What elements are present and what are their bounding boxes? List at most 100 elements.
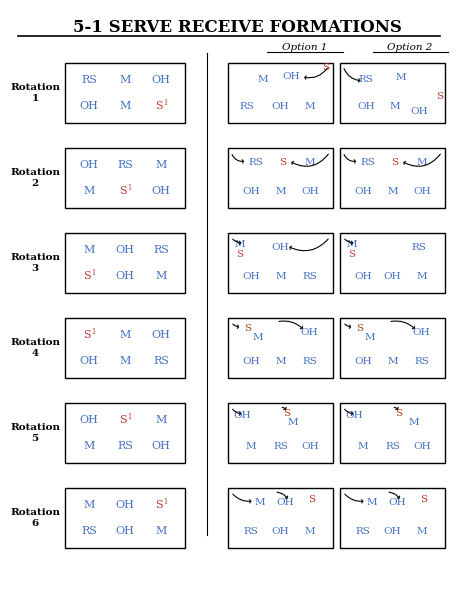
Text: OH: OH [152, 441, 171, 451]
Text: M: M [155, 415, 167, 425]
Text: OH: OH [116, 500, 135, 510]
Bar [340, 63, 445, 123]
Text: 1: 1 [91, 328, 95, 336]
Text: OH: OH [383, 272, 401, 281]
Text: RS: RS [273, 442, 288, 451]
Text: S: S [279, 158, 286, 167]
Text: M: M [417, 527, 427, 536]
Text: S: S [283, 409, 291, 418]
Text: S: S [309, 495, 316, 504]
Text: S: S [119, 186, 127, 196]
Text: 1: 1 [163, 99, 167, 107]
Text: OH: OH [300, 329, 318, 337]
Text: RS: RS [385, 442, 400, 451]
Text: M: M [305, 102, 315, 111]
Bar [228, 63, 333, 123]
Text: M: M [366, 498, 377, 508]
Text: OH: OH [272, 243, 289, 253]
Text: RS: RS [249, 158, 264, 167]
Text: OH: OH [116, 245, 135, 255]
Text: OH: OH [276, 498, 293, 508]
Text: RS: RS [153, 245, 169, 255]
Bar [65, 488, 185, 548]
Bar [340, 318, 445, 378]
Text: M: M [305, 158, 315, 167]
Text: OH: OH [388, 498, 406, 508]
Text: M: M [155, 271, 167, 281]
Text: M: M [119, 330, 131, 340]
Bar [65, 148, 185, 208]
Text: M: M [275, 357, 286, 366]
Text: Rotation
3: Rotation 3 [10, 253, 60, 273]
Text: OH: OH [345, 411, 363, 421]
Text: M: M [83, 441, 95, 451]
Bar [340, 488, 445, 548]
Text: OH: OH [354, 187, 372, 196]
Text: RS: RS [117, 441, 133, 451]
Text: M: M [119, 356, 131, 366]
Text: OH: OH [80, 160, 99, 170]
Text: M: M [119, 75, 131, 85]
Text: OH: OH [301, 187, 319, 196]
Text: M: M [387, 357, 398, 366]
Text: 1: 1 [127, 413, 131, 421]
Text: S: S [83, 271, 91, 281]
Text: M: M [257, 75, 268, 85]
Text: RS: RS [356, 527, 371, 536]
Bar [228, 233, 333, 293]
Text: OH: OH [357, 102, 375, 111]
Text: RS: RS [239, 102, 255, 111]
Text: OH: OH [152, 186, 171, 196]
Text: 1: 1 [91, 269, 95, 277]
Text: S: S [436, 92, 443, 101]
Text: S: S [348, 250, 356, 259]
Bar [65, 318, 185, 378]
Text: Rotation
6: Rotation 6 [10, 508, 60, 528]
Text: OH: OH [116, 526, 135, 536]
Text: M: M [83, 500, 95, 510]
Text: S: S [395, 409, 402, 418]
Text: OH: OH [152, 330, 171, 340]
Text: M: M [155, 526, 167, 536]
Text: S: S [356, 324, 364, 333]
Text: M: M [275, 187, 286, 196]
Text: OH: OH [242, 272, 260, 281]
Text: M: M [417, 158, 427, 167]
Text: M: M [346, 240, 357, 249]
Text: S: S [155, 101, 163, 111]
Text: Rotation
1: Rotation 1 [10, 83, 60, 103]
Bar [340, 148, 445, 208]
Text: OH: OH [282, 72, 300, 82]
Text: Option 1: Option 1 [283, 42, 328, 51]
Text: M: M [305, 527, 315, 536]
Text: M: M [288, 418, 299, 427]
Bar [228, 148, 333, 208]
Text: M: M [83, 186, 95, 196]
Text: OH: OH [383, 527, 401, 536]
Text: RS: RS [244, 527, 258, 536]
Text: M: M [246, 442, 256, 451]
Text: S: S [119, 415, 127, 425]
Bar [65, 403, 185, 463]
Text: M: M [275, 272, 286, 281]
Text: S: S [322, 64, 329, 72]
Bar [228, 488, 333, 548]
Text: S: S [245, 324, 252, 333]
Text: Option 2: Option 2 [387, 42, 433, 51]
Text: Rotation
5: Rotation 5 [10, 424, 60, 443]
Text: OH: OH [354, 357, 372, 366]
Text: 1: 1 [127, 184, 131, 192]
Text: RS: RS [302, 357, 317, 366]
Text: M: M [387, 187, 398, 196]
Text: OH: OH [301, 442, 319, 451]
Text: OH: OH [80, 356, 99, 366]
Text: OH: OH [80, 415, 99, 425]
Text: OH: OH [242, 187, 260, 196]
Text: OH: OH [413, 442, 431, 451]
Text: RS: RS [153, 356, 169, 366]
Bar [228, 403, 333, 463]
Text: RS: RS [411, 243, 426, 253]
Text: RS: RS [359, 75, 374, 85]
Text: M: M [119, 101, 131, 111]
Text: 5-1 SERVE RECEIVE FORMATIONS: 5-1 SERVE RECEIVE FORMATIONS [73, 20, 401, 37]
